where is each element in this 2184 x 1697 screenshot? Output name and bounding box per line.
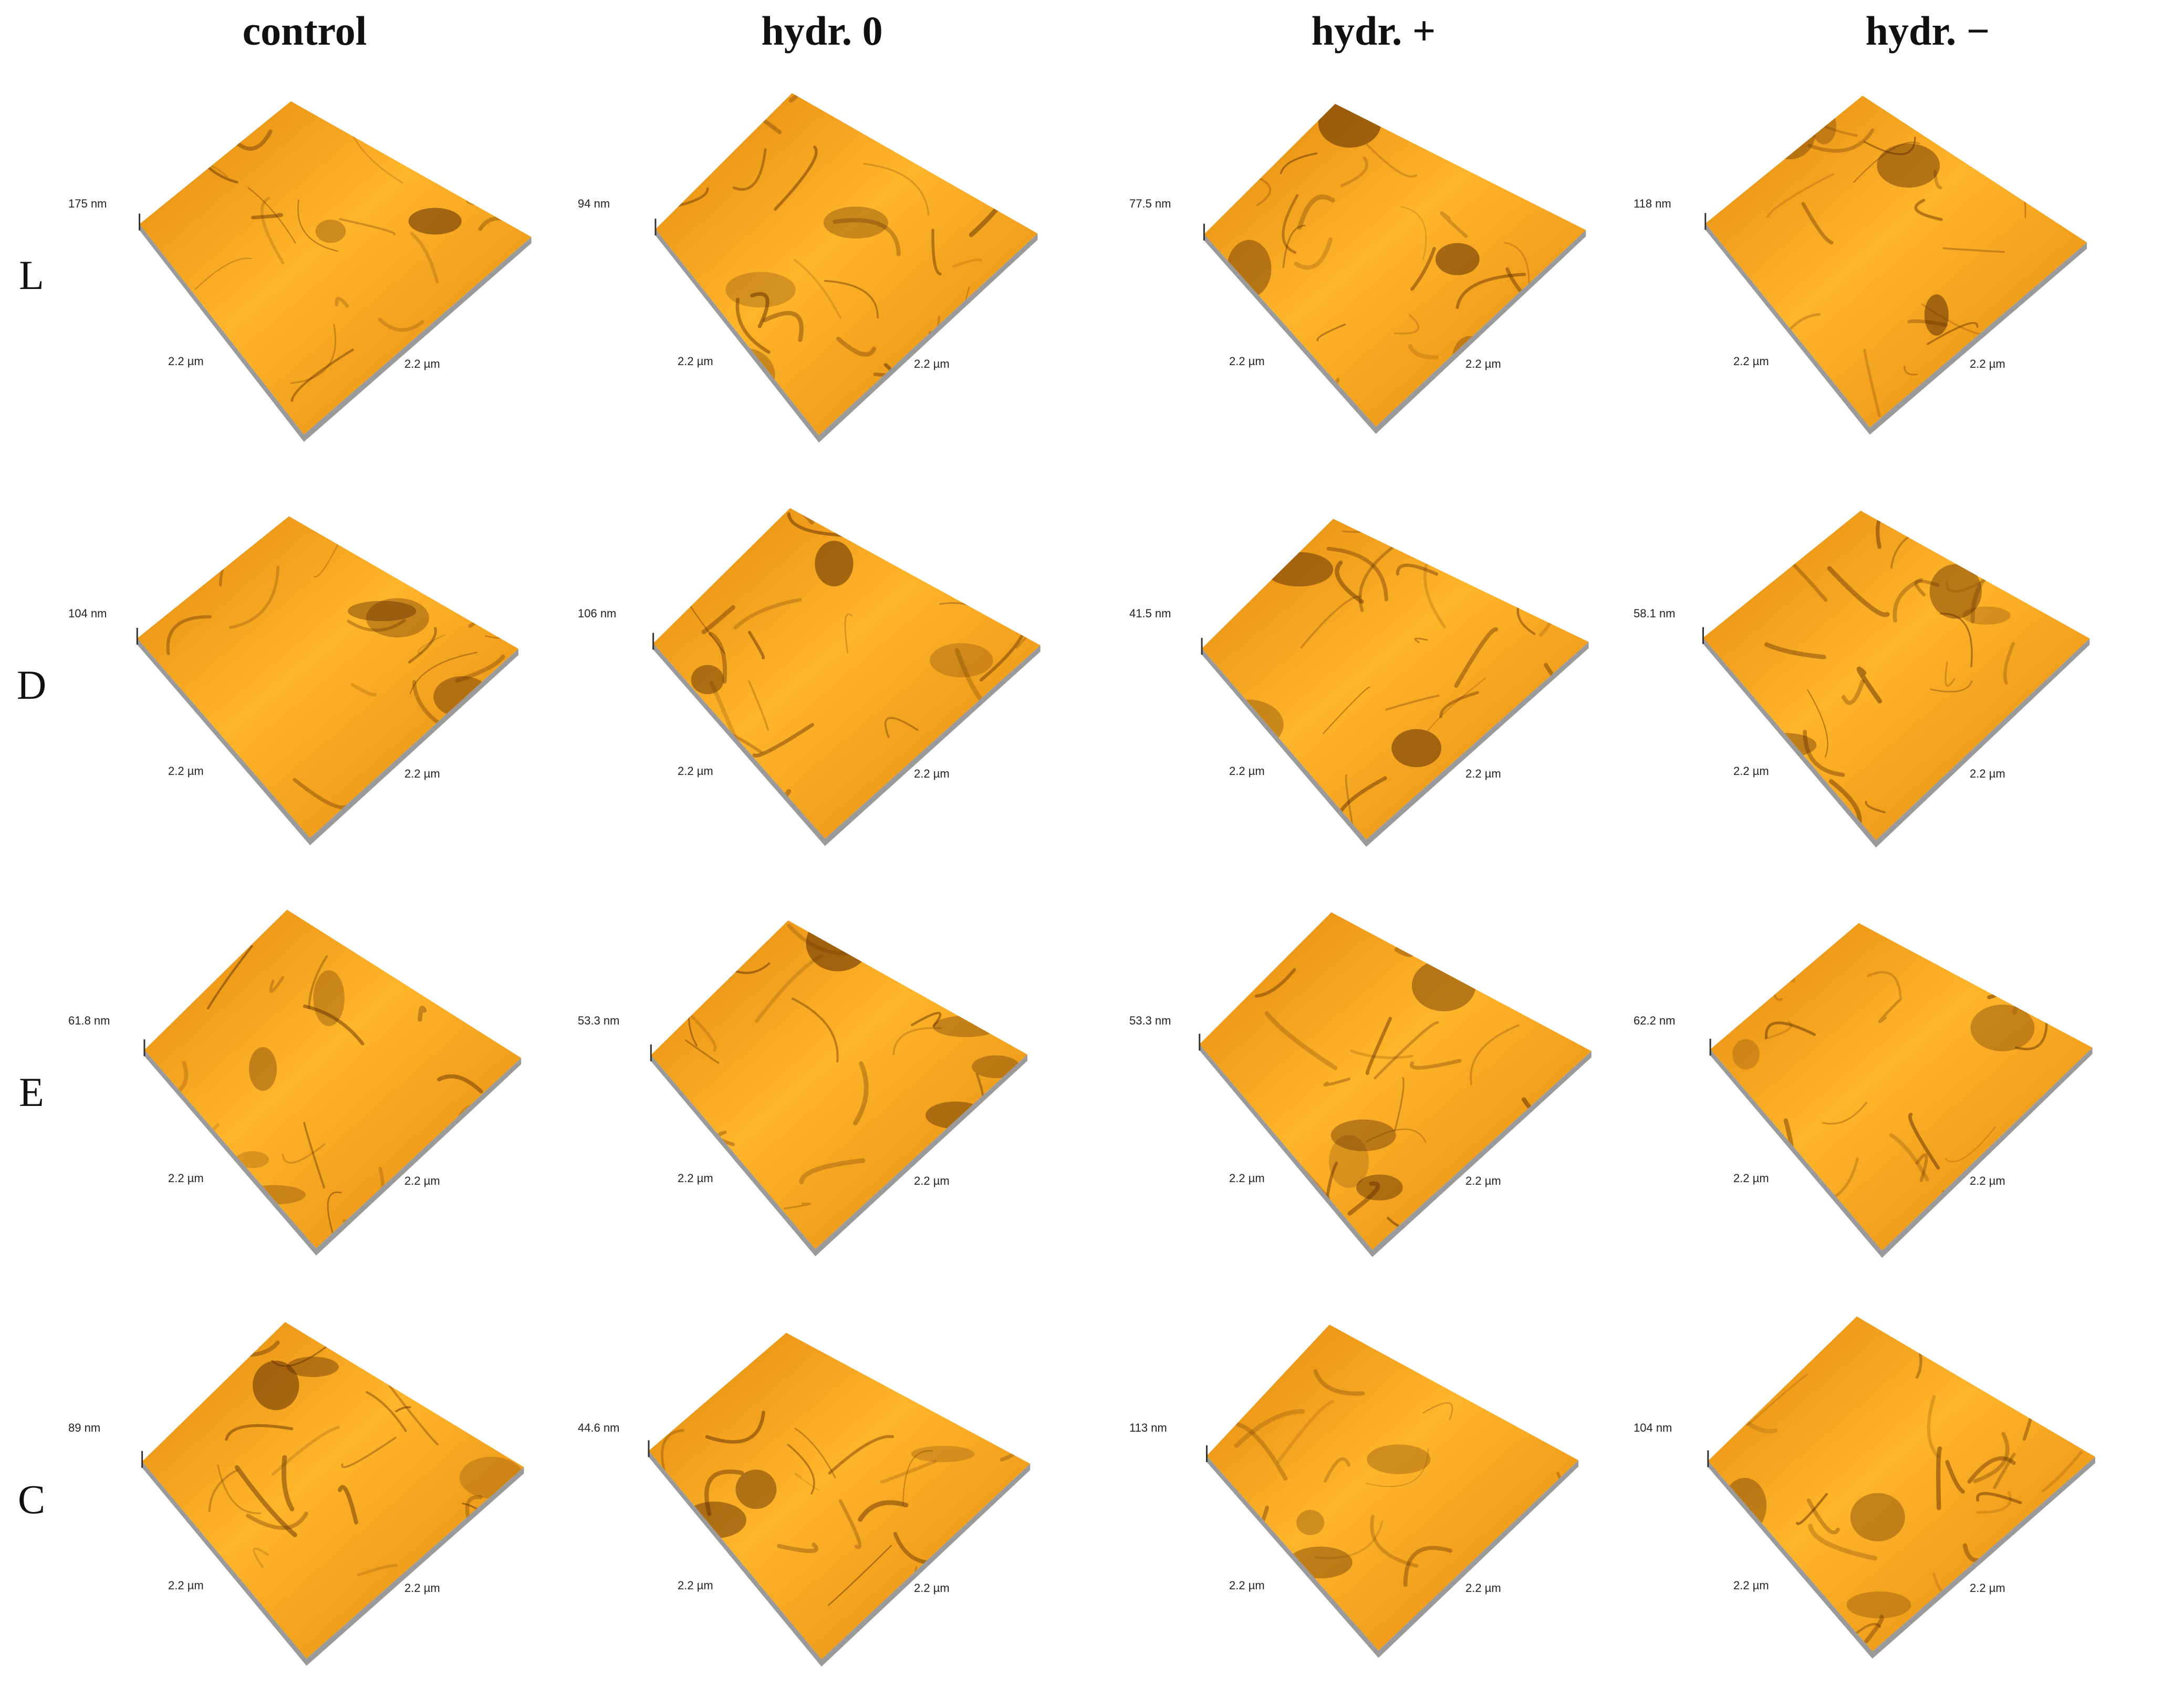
x-axis-label: 2.2 µm [1229, 355, 1265, 368]
afm-surface-image [1704, 96, 2087, 435]
afm-surface-image [1205, 1325, 1579, 1658]
height-scale-label: 94 nm [578, 197, 610, 210]
afm-surface-image [1203, 104, 1586, 434]
y-axis-label: 2.2 µm [914, 1581, 950, 1595]
y-axis-label: 2.2 µm [1465, 767, 1501, 780]
afm-surface-image [650, 920, 1028, 1257]
afm-panel-c-control: 89 nm 2.2 µm 2.2 µm [63, 1287, 609, 1697]
row-label-l: L [19, 252, 44, 298]
y-axis-label: 2.2 µm [914, 357, 950, 370]
height-scale-label: 53.3 nm [578, 1014, 620, 1027]
afm-surface-image [1709, 923, 2093, 1258]
y-axis-label: 2.2 µm [914, 1174, 950, 1187]
afm-surface-image [136, 516, 518, 845]
afm-panel-l-hydr-minus: 118 nm 2.2 µm 2.2 µm [1628, 63, 2175, 473]
x-axis-label: 2.2 µm [1229, 1579, 1265, 1592]
afm-panel-e-hydr-minus: 62.2 nm 2.2 µm 2.2 µm [1628, 880, 2175, 1290]
height-scale-label: 77.5 nm [1129, 197, 1171, 210]
afm-surface-image [139, 101, 532, 442]
x-axis-label: 2.2 µm [1733, 764, 1769, 778]
afm-panel-l-hydr-0: 94 nm 2.2 µm 2.2 µm [573, 63, 1119, 473]
x-axis-label: 2.2 µm [678, 355, 713, 368]
height-scale-label: 89 nm [68, 1421, 101, 1434]
afm-surface-image [648, 1332, 1031, 1667]
height-scale-label: 61.8 nm [68, 1014, 110, 1027]
x-axis-label: 2.2 µm [1733, 1579, 1769, 1592]
x-axis-label: 2.2 µm [168, 764, 204, 778]
row-label-e: E [19, 1069, 44, 1115]
y-axis-label: 2.2 µm [1465, 1581, 1501, 1595]
height-scale-label: 53.3 nm [1129, 1014, 1171, 1027]
y-axis-label: 2.2 µm [404, 1174, 440, 1187]
afm-panel-c-hydr-minus: 104 nm 2.2 µm 2.2 µm [1628, 1287, 2175, 1697]
y-axis-label: 2.2 µm [1970, 357, 2005, 370]
afm-surface-image [1199, 912, 1592, 1257]
x-axis-label: 2.2 µm [1733, 1172, 1769, 1185]
afm-surface-image [654, 93, 1038, 443]
afm-panel-l-hydr-plus: 77.5 nm 2.2 µm 2.2 µm [1124, 63, 1670, 473]
x-axis-label: 2.2 µm [168, 1172, 204, 1185]
column-header-hydr-minus: hydr. − [1865, 8, 1990, 54]
height-scale-label: 41.5 nm [1129, 607, 1171, 620]
x-axis-label: 2.2 µm [1229, 764, 1265, 778]
y-axis-label: 2.2 µm [914, 767, 950, 780]
y-axis-label: 2.2 µm [1465, 357, 1501, 370]
afm-panel-d-hydr-0: 106 nm 2.2 µm 2.2 µm [573, 473, 1119, 883]
afm-panel-l-control: 175 nm 2.2 µm 2.2 µm [63, 63, 609, 473]
y-axis-label: 2.2 µm [1465, 1174, 1501, 1187]
row-label-c: C [17, 1476, 46, 1522]
y-axis-label: 2.2 µm [404, 767, 440, 780]
x-axis-label: 2.2 µm [678, 764, 713, 778]
afm-panel-c-hydr-plus: 113 nm 2.2 µm 2.2 µm [1124, 1287, 1670, 1697]
afm-surface-image [1707, 1316, 2095, 1659]
afm-surface-image [652, 508, 1041, 846]
x-axis-label: 2.2 µm [1733, 355, 1769, 368]
y-axis-label: 2.2 µm [1970, 767, 2005, 780]
afm-surface-image [143, 909, 522, 1256]
height-scale-label: 175 nm [68, 197, 107, 210]
y-axis-label: 2.2 µm [1970, 1174, 2005, 1187]
x-axis-label: 2.2 µm [678, 1172, 713, 1185]
y-axis-label: 2.2 µm [404, 357, 440, 370]
x-axis-label: 2.2 µm [168, 355, 204, 368]
height-scale-label: 58.1 nm [1634, 607, 1676, 620]
height-scale-label: 113 nm [1129, 1421, 1167, 1434]
y-axis-label: 2.2 µm [404, 1581, 440, 1595]
height-scale-label: 118 nm [1634, 197, 1671, 210]
height-scale-label: 62.2 nm [1634, 1014, 1676, 1027]
y-axis-label: 2.2 µm [1970, 1581, 2005, 1595]
afm-panel-e-hydr-plus: 53.3 nm 2.2 µm 2.2 µm [1124, 880, 1670, 1290]
x-axis-label: 2.2 µm [1229, 1172, 1265, 1185]
afm-panel-c-hydr-0: 44.6 nm 2.2 µm 2.2 µm [573, 1287, 1119, 1697]
afm-panel-d-hydr-plus: 41.5 nm 2.2 µm 2.2 µm [1124, 473, 1670, 883]
row-label-d: D [16, 662, 47, 708]
afm-panel-e-hydr-0: 53.3 nm 2.2 µm 2.2 µm [573, 880, 1119, 1290]
height-scale-label: 44.6 nm [578, 1421, 620, 1434]
afm-panel-d-control: 104 nm 2.2 µm 2.2 µm [63, 473, 609, 883]
x-axis-label: 2.2 µm [168, 1579, 204, 1592]
afm-panel-d-hydr-minus: 58.1 nm 2.2 µm 2.2 µm [1628, 473, 2175, 883]
height-scale-label: 104 nm [68, 607, 107, 620]
column-header-hydr-0: hydr. 0 [761, 8, 883, 54]
height-scale-label: 106 nm [578, 607, 617, 620]
afm-surface-image [1702, 510, 2090, 848]
height-scale-label: 104 nm [1634, 1421, 1672, 1434]
afm-panel-e-control: 61.8 nm 2.2 µm 2.2 µm [63, 880, 609, 1290]
afm-surface-image [141, 1322, 524, 1666]
column-header-control: control [242, 8, 367, 54]
afm-surface-image [1201, 519, 1589, 847]
column-header-hydr-plus: hydr. + [1311, 8, 1436, 54]
x-axis-label: 2.2 µm [678, 1579, 713, 1592]
